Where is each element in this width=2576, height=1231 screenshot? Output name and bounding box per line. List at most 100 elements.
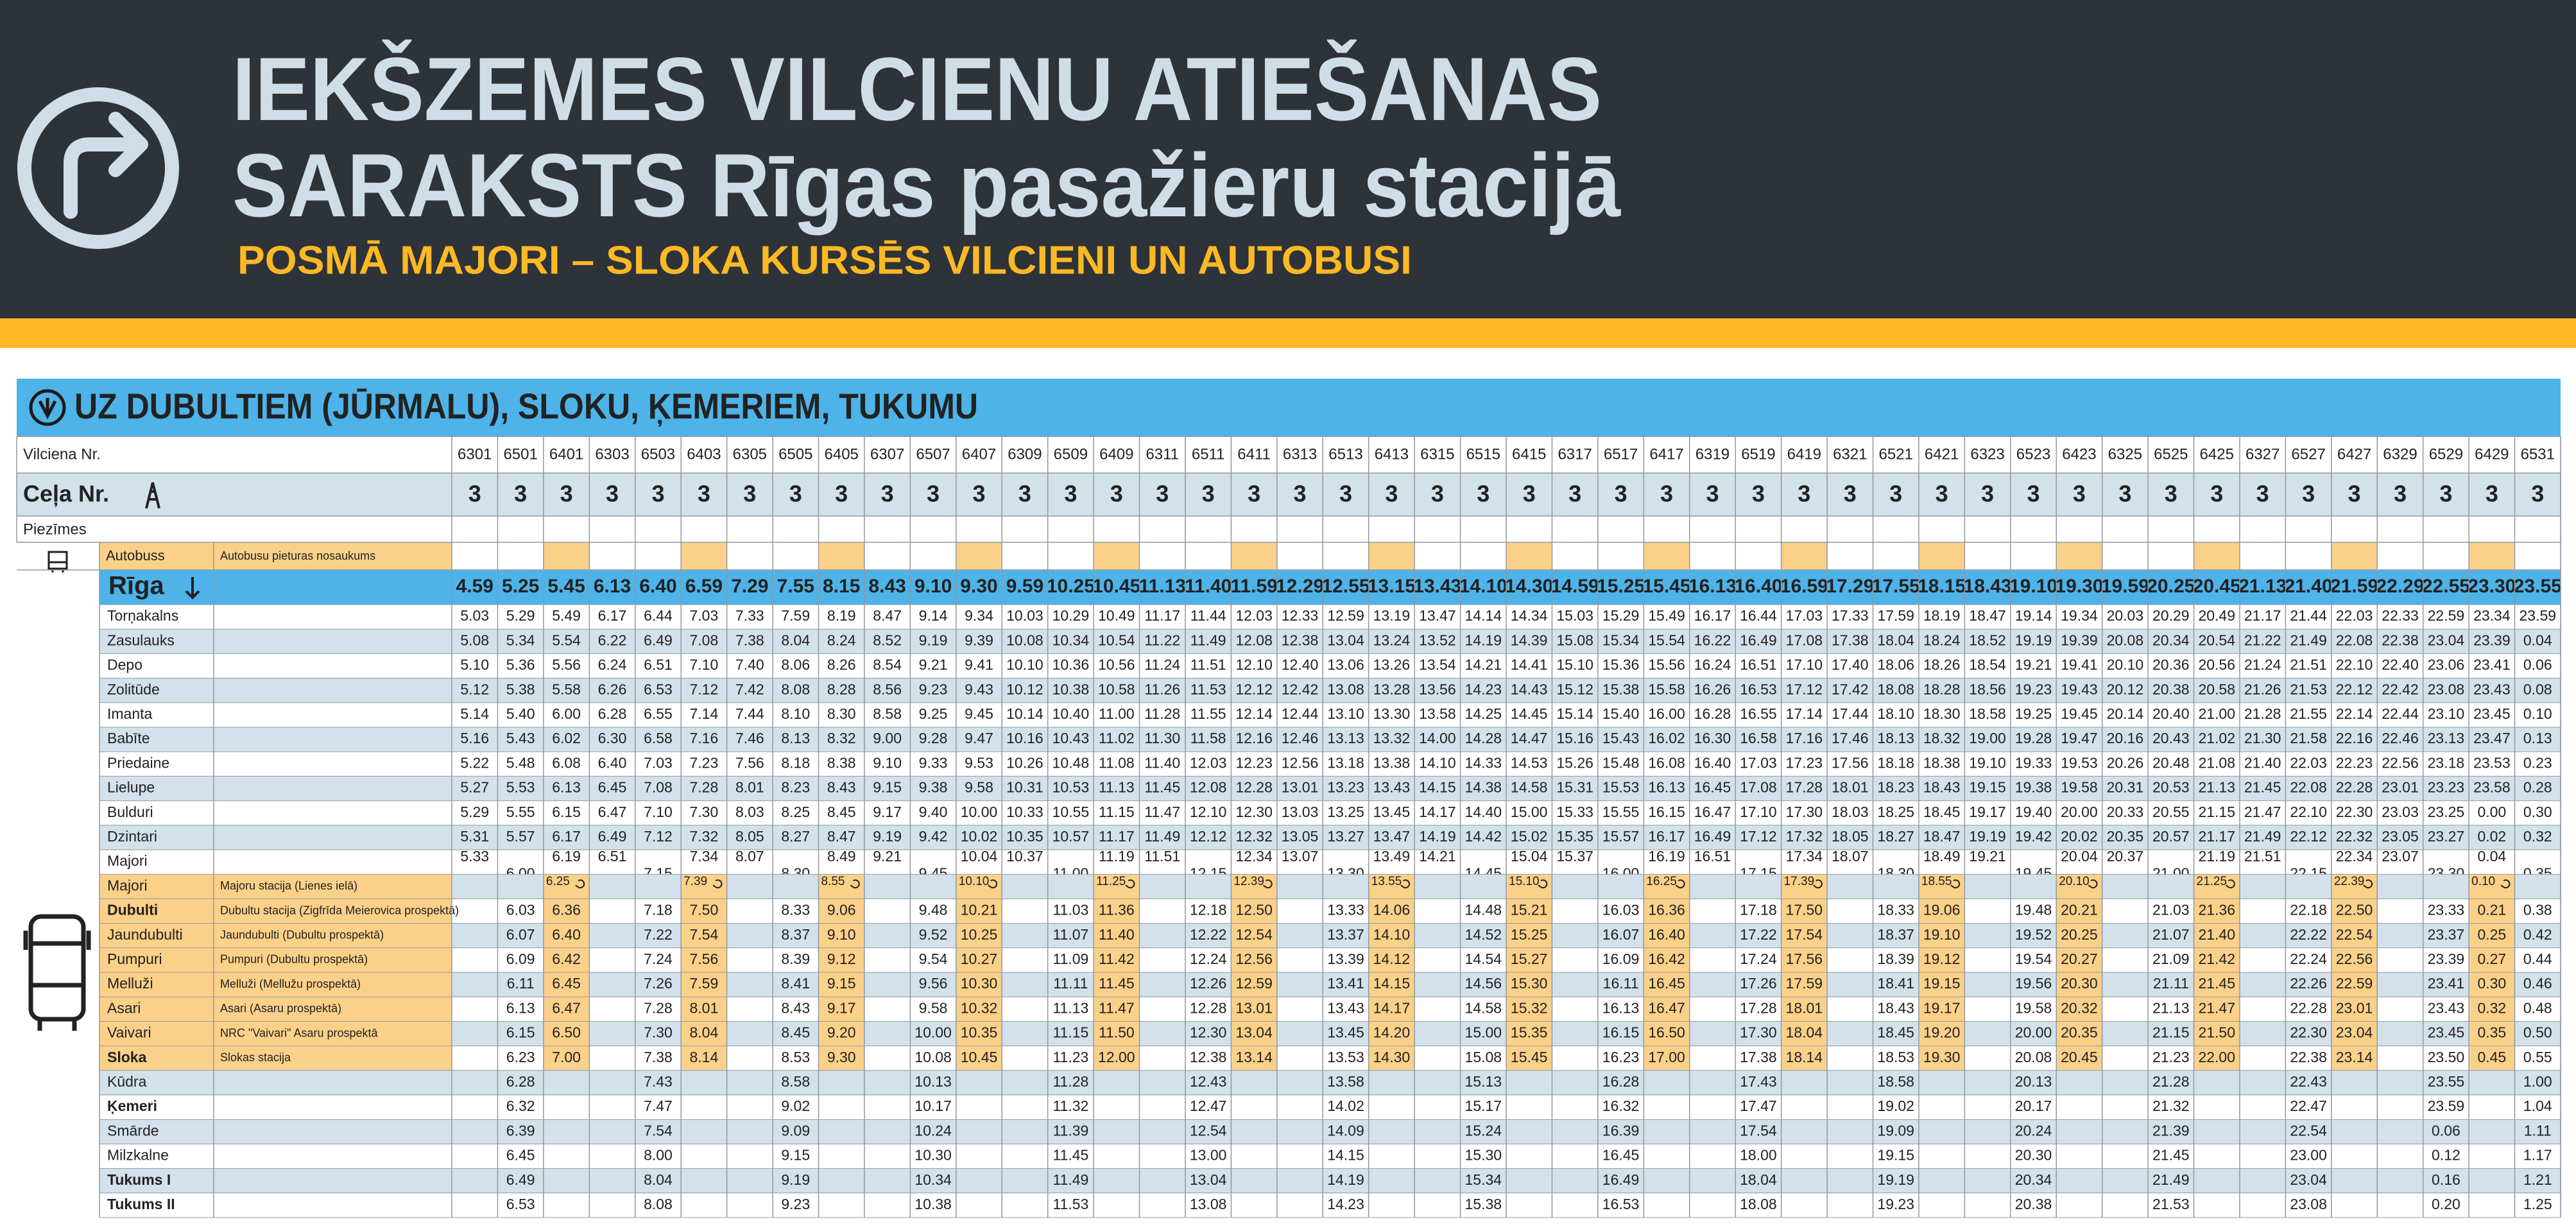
bus-time: 16.25	[1646, 875, 1677, 888]
train-time: 15.37	[1556, 848, 1593, 865]
train-time: 14.38	[1465, 779, 1502, 796]
row-label: Autobuss	[106, 547, 165, 564]
train-time: 17.43	[1740, 1073, 1777, 1090]
train-number: 6511	[1192, 445, 1225, 463]
train-time: 11.53	[1190, 681, 1226, 698]
large-bus-icon	[23, 914, 91, 1031]
title-line: IEKŠZEMES VILCIENU ATIEŠANAS	[232, 39, 1602, 139]
train-time: 10.31	[1006, 779, 1043, 796]
train-time: 8.01	[735, 779, 764, 796]
train-time: 16.00	[1648, 705, 1685, 722]
row-label: Vilciena Nr.	[23, 445, 101, 463]
bus-time-bg	[818, 947, 864, 972]
track-number: 3	[1110, 481, 1123, 507]
bus-col-marker	[1644, 542, 1690, 570]
train-time: 14.19	[1419, 828, 1456, 845]
train-number: 6317	[1558, 445, 1592, 463]
train-time: 7.03	[644, 754, 673, 771]
bus-time-bg	[1231, 997, 1277, 1022]
train-time: 20.40	[2152, 705, 2190, 722]
bus-time: 19.06	[1923, 902, 1961, 918]
train-time: 14.56	[1465, 975, 1502, 992]
train-time: 18.04	[1877, 632, 1914, 648]
train-time: 20.08	[2107, 632, 2144, 648]
station-name: Rīga	[108, 572, 164, 600]
train-time: 23.01	[2382, 779, 2419, 796]
train-time: 23.34	[2473, 607, 2511, 624]
train-time: 5.29	[506, 607, 535, 624]
train-time: 7.08	[644, 779, 673, 796]
bus-time-bg	[1781, 1046, 1828, 1071]
bus-time-bg	[543, 1046, 590, 1071]
bus-time: 18.55	[1921, 875, 1952, 888]
train-time: 20.04	[2061, 848, 2098, 865]
train-time: 23.39	[2473, 632, 2511, 648]
train-time: 11.40	[1144, 754, 1180, 771]
train-time: 8.07	[735, 848, 764, 865]
bus-time: 13.14	[1235, 1049, 1273, 1065]
train-time: 22.56	[2382, 754, 2419, 771]
train-time: 0.42	[2523, 926, 2552, 943]
bus-time: 21.40	[2198, 926, 2235, 943]
bus-time: 21.42	[2198, 951, 2235, 967]
bus-time-bg	[2194, 997, 2240, 1022]
bus-time: 14.12	[1373, 951, 1411, 967]
station-name: Dzintari	[107, 828, 157, 845]
bus-time-bg	[1368, 1021, 1415, 1046]
train-time: 23.00	[2290, 1147, 2327, 1164]
station-name: Bulduri	[107, 804, 153, 820]
accent-band	[0, 318, 2576, 348]
track-number: 3	[1706, 481, 1719, 507]
train-time: 20.16	[2107, 730, 2144, 746]
train-time: 13.45	[1327, 1024, 1364, 1041]
row-bg	[99, 605, 2561, 630]
row-label: Ceļa Nr.	[23, 481, 109, 507]
track-number: 3	[1064, 481, 1077, 507]
bus-time-bg	[956, 899, 1002, 924]
bus-icon	[47, 551, 68, 572]
train-time: 20.58	[2198, 681, 2235, 698]
train-time: 21.28	[2244, 705, 2281, 722]
train-time: 23.53	[2473, 754, 2511, 771]
bus-time-bg	[543, 874, 590, 899]
bus-time: 19.30	[1923, 1049, 1961, 1065]
bus-time: 20.32	[2061, 999, 2098, 1016]
train-time: 14.21	[1419, 848, 1456, 865]
train-time: 6.49	[598, 828, 627, 845]
bus-time-bg	[2469, 923, 2515, 948]
train-time: 0.02	[2477, 828, 2506, 845]
train-time: 10.08	[1006, 632, 1043, 648]
train-time: 11.23	[1052, 1049, 1088, 1065]
train-time: 0.06	[2432, 1122, 2460, 1139]
header-band	[0, 0, 2576, 318]
train-time: 12.12	[1235, 681, 1273, 698]
train-number: 6509	[1054, 445, 1088, 463]
bus-time: 14.06	[1373, 902, 1411, 918]
train-time: 17.42	[1832, 681, 1869, 698]
bus-time: 20.25	[2061, 926, 2098, 943]
train-time: 21.08	[2198, 754, 2235, 771]
train-time: 13.45	[1373, 804, 1411, 820]
train-time: 13.18	[1327, 754, 1364, 771]
train-time: 22.10	[2336, 657, 2373, 673]
train-time: 16.26	[1694, 681, 1731, 698]
train-time: 21.11	[2153, 975, 2189, 992]
train-time: 0.04	[2523, 632, 2552, 648]
bus-time: 20.45	[2061, 1049, 2098, 1065]
train-time: 6.40	[598, 754, 627, 771]
train-time: 23.23	[2428, 779, 2465, 796]
train-time: 19.19	[2015, 632, 2052, 648]
train-time: 18.30	[1923, 705, 1961, 722]
train-time: 11.15	[1099, 804, 1135, 820]
train-time: 19.02	[1877, 1098, 1914, 1114]
train-time: 11.55	[1190, 705, 1226, 722]
train-time: 15.31	[1556, 779, 1593, 796]
bus-col-marker	[956, 542, 1002, 570]
row-bg	[99, 776, 2561, 801]
train-time: 8.00	[644, 1147, 673, 1164]
train-time: 6.11	[507, 975, 535, 992]
train-time: 0.04	[2477, 848, 2506, 865]
train-time: 1.17	[2523, 1147, 2552, 1164]
row-bg	[99, 702, 2561, 727]
train-time: 10.13	[914, 1073, 952, 1090]
